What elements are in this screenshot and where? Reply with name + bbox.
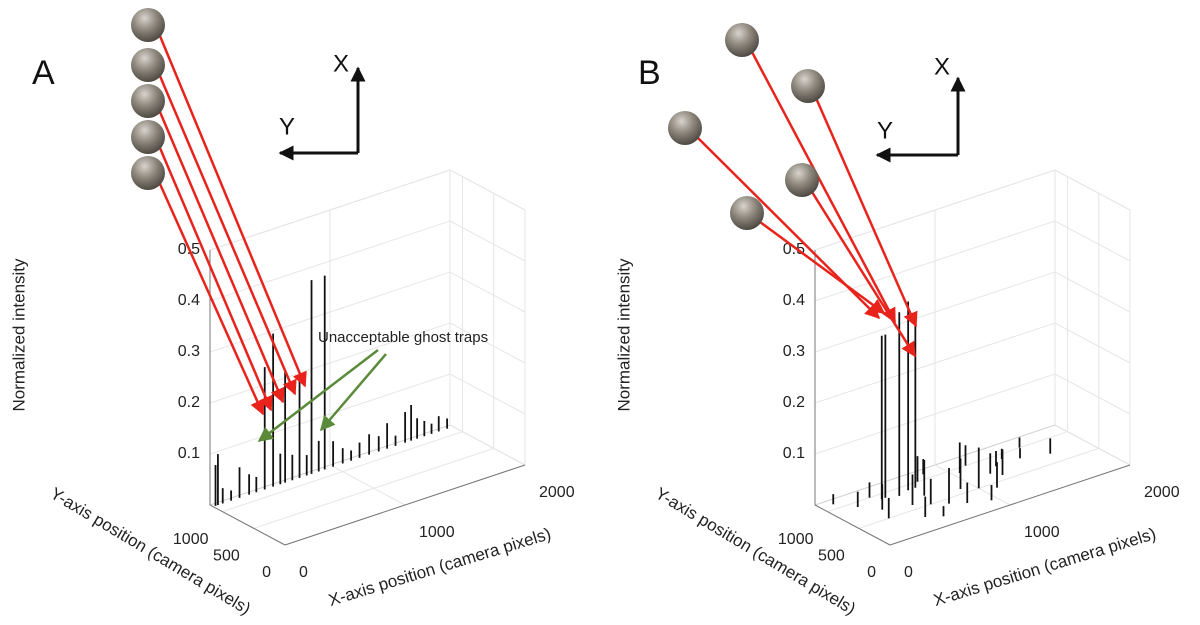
z-tick-label: 0.2: [178, 394, 200, 411]
beam-arrows: [158, 35, 307, 416]
annotation-arrow: [257, 349, 379, 442]
x-tick-label: 1000: [419, 524, 455, 541]
grid-line: [1054, 170, 1131, 466]
x-tick-label: 2000: [1144, 484, 1180, 501]
y-tick-label: 0: [867, 564, 876, 581]
x-tick-label: 1000: [1024, 524, 1060, 541]
bead: [131, 8, 165, 42]
beads: [131, 8, 165, 190]
x-axis: [889, 464, 1131, 546]
annotation: Unacceptable ghost traps: [318, 329, 488, 346]
beam-arrows: [697, 51, 918, 358]
beam-arrow: [158, 147, 273, 412]
grid-line: [858, 193, 1100, 529]
z-tick-label: 0.3: [178, 343, 200, 360]
bead: [791, 69, 825, 103]
x-tick-label: 0: [299, 564, 308, 581]
bead: [785, 163, 819, 197]
box-edge: [814, 250, 1131, 506]
z-tick-label: 0.1: [178, 445, 200, 462]
beam-arrow: [814, 97, 918, 328]
y-tick-label: 1000: [778, 531, 814, 548]
y-axis: [814, 504, 891, 546]
z-tick-label: 0.5: [783, 241, 805, 258]
grid-line: [934, 210, 1011, 506]
compass-label: Y: [279, 113, 295, 140]
y-tick-label: 500: [818, 548, 845, 565]
bead: [131, 120, 165, 154]
compass-label: Y: [877, 117, 893, 144]
bead: [131, 84, 165, 118]
x-axis: [284, 464, 526, 546]
beam-arrow: [759, 220, 886, 315]
grid-line: [449, 170, 526, 466]
z-axis-title: Normalized intensity: [614, 258, 633, 412]
panel-a-overlay: A X Y Unacceptable ghost traps: [32, 8, 488, 442]
beads: [668, 23, 825, 230]
z-tick-label: 0.4: [178, 292, 200, 309]
box-edge: [1054, 169, 1131, 465]
panel-label: B: [638, 54, 661, 92]
y-tick-label: 500: [213, 548, 240, 565]
x-tick-label: 2000: [539, 484, 575, 501]
compass-label: X: [934, 53, 950, 80]
bead: [668, 111, 702, 145]
grid-line: [889, 210, 1131, 546]
grid-line: [222, 176, 463, 513]
y-tick-label: 0: [262, 564, 271, 581]
z-tick-label: 0.4: [783, 292, 805, 309]
y-tick-label: 1000: [173, 531, 209, 548]
bead: [730, 196, 764, 230]
beam-arrow: [158, 111, 285, 404]
z-axis-title: Normalized intensity: [9, 258, 28, 412]
bead: [725, 23, 759, 57]
bead: [131, 156, 165, 190]
x-tick-label: 0: [904, 564, 913, 581]
grid-line: [209, 169, 526, 251]
grid-line: [814, 373, 1131, 455]
bead: [131, 48, 165, 82]
grid-line: [209, 373, 526, 455]
panel-label: A: [32, 54, 55, 92]
grid-line: [284, 210, 526, 546]
beam-arrow: [810, 191, 917, 358]
grid-line: [814, 271, 1131, 353]
beam-arrow: [750, 51, 897, 324]
panel-b-overlay: B X Y: [638, 23, 966, 358]
z-tick-label: 0.1: [783, 445, 805, 462]
compass-label: X: [333, 50, 349, 77]
beam-arrow: [158, 35, 307, 388]
box-edge: [449, 169, 526, 465]
z-tick-label: 0.2: [783, 394, 805, 411]
grid-line: [814, 169, 1131, 251]
y-axis: [209, 504, 286, 546]
grid-line: [209, 220, 526, 302]
grid-line: [329, 210, 406, 506]
grid-line: [814, 322, 1131, 404]
panel: 0.10.20.30.40.501000200005001000Normaliz…: [9, 169, 575, 618]
annotation-arrow: [320, 353, 387, 432]
z-tick-label: 0.3: [783, 343, 805, 360]
grid-line: [253, 193, 495, 529]
beam-arrow: [697, 137, 881, 320]
beam-arrow: [158, 183, 265, 416]
beam-arrow: [158, 75, 297, 396]
panel: 0.10.20.30.40.501000200005001000Normaliz…: [614, 169, 1180, 618]
grid-line: [827, 176, 1068, 513]
